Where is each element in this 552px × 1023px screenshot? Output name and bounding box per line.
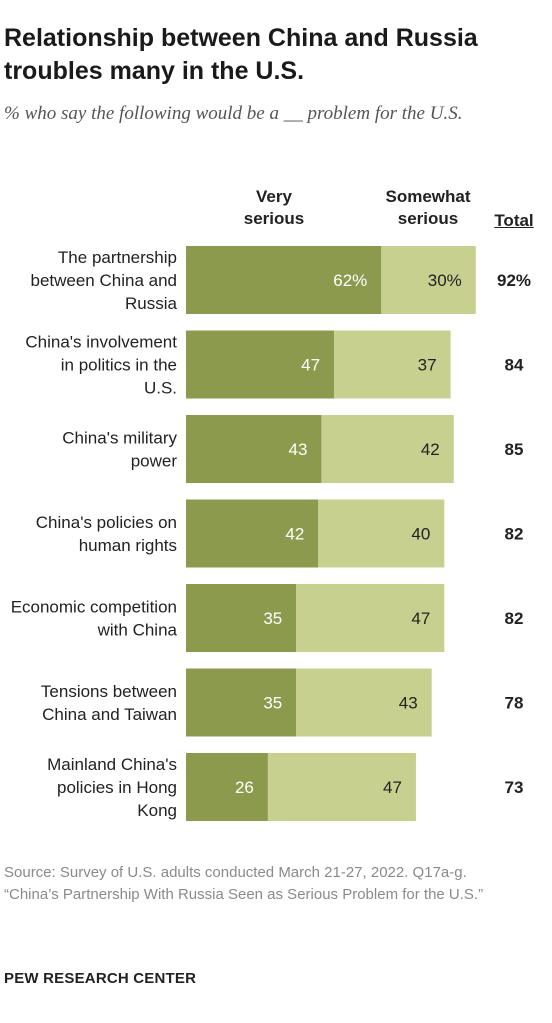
value-label-somewhat-serious: 40 [411, 525, 430, 544]
chart-subtitle: % who say the following would be a __ pr… [4, 103, 463, 124]
pew-logo: PEW RESEARCH CENTER [4, 970, 197, 987]
category-label: China's military power [62, 429, 177, 471]
value-label-somewhat-serious: 37 [418, 356, 437, 375]
report-title: “China’s Partnership With Russia Seen as… [4, 886, 484, 903]
value-label-somewhat-serious: 47 [411, 609, 430, 628]
bar-somewhat-serious [334, 330, 451, 399]
source-note: Source: Survey of U.S. adults conducted … [4, 862, 534, 906]
bar-very-serious [186, 668, 297, 737]
column-header-total: Total [494, 211, 534, 230]
value-label-very-serious: 35 [263, 694, 282, 713]
value-label-somewhat-serious: 47 [383, 778, 402, 797]
column-header-very-serious: Very serious [243, 187, 305, 228]
bar-very-serious [186, 499, 319, 568]
column-header-somewhat-serious: Somewhat serious [385, 187, 471, 228]
value-label-very-serious: 35 [263, 609, 282, 628]
value-label-very-serious: 47 [301, 356, 320, 375]
bar-somewhat-serious [381, 246, 476, 314]
total-label: 85 [505, 440, 524, 459]
category-label: Tensions between China and Taiwan [41, 682, 177, 724]
chart-title: Relationship between China and Russia tr… [4, 24, 478, 85]
total-label: 82 [505, 609, 524, 628]
category-label: Economic competition with China [11, 598, 178, 640]
bar-very-serious [186, 246, 382, 314]
category-label: China's policies on human rights [36, 513, 177, 555]
bar-very-serious [186, 415, 322, 483]
category-label: The partnership between China and Russia [30, 248, 177, 313]
source-text: Source: Survey of U.S. adults conducted … [4, 864, 467, 881]
value-label-somewhat-serious: 30% [428, 271, 462, 290]
bar-somewhat-serious [296, 668, 432, 737]
value-label-very-serious: 43 [289, 440, 308, 459]
value-label-somewhat-serious: 42 [421, 440, 440, 459]
total-label: 84 [505, 356, 524, 375]
bar-somewhat-serious [318, 499, 445, 568]
total-label: 78 [505, 694, 524, 713]
bar-somewhat-serious [267, 753, 416, 821]
total-label: 82 [505, 525, 524, 544]
bar-very-serious [186, 584, 297, 652]
bar-very-serious [186, 753, 268, 821]
bar-very-serious [186, 330, 335, 399]
total-label: 73 [505, 778, 524, 797]
value-label-very-serious: 26 [235, 778, 254, 797]
value-label-somewhat-serious: 43 [399, 694, 418, 713]
category-label: China's involvement in politics in the U.S… [25, 333, 177, 398]
stacked-bar-chart: The partnership between China and Russia 62… [11, 246, 531, 821]
category-label: Mainland China's policies in Hong Kong [47, 755, 177, 820]
bar-somewhat-serious [296, 584, 445, 652]
value-label-very-serious: 62% [333, 271, 367, 290]
total-label: 92% [497, 271, 531, 290]
value-label-very-serious: 42 [285, 525, 304, 544]
bar-somewhat-serious [321, 415, 454, 483]
